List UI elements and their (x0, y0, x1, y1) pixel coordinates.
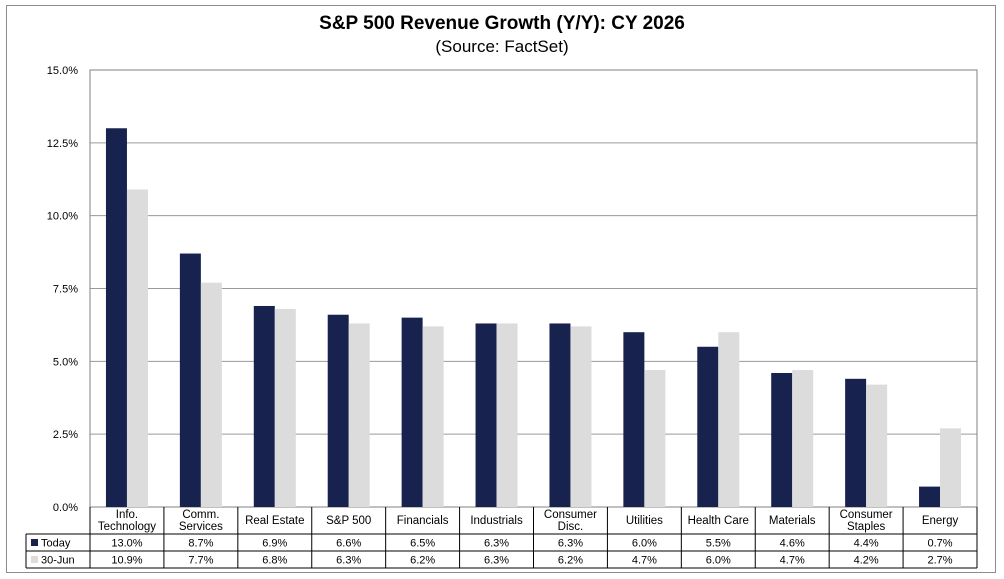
category-label: Consumer (840, 509, 893, 521)
data-label: 8.7% (188, 538, 213, 550)
bar-today (327, 314, 349, 507)
data-label: 6.2% (558, 555, 583, 567)
category-label: Real Estate (245, 515, 304, 527)
legend-swatch (31, 556, 38, 563)
data-label: 4.4% (854, 538, 879, 550)
data-label: 4.6% (780, 538, 805, 550)
bar-today (697, 346, 719, 507)
bar-30-jun (570, 326, 592, 507)
chart-subtitle: (Source: FactSet) (435, 37, 569, 56)
bar-today (475, 323, 497, 507)
data-label: 6.2% (410, 555, 435, 567)
bar-today (105, 128, 127, 507)
category-label: Health Care (688, 515, 749, 527)
category-label: Consumer (544, 509, 597, 521)
bar-today (845, 378, 867, 507)
data-label: 4.7% (780, 555, 805, 567)
category-label: Comm. (182, 509, 219, 521)
data-label: 6.9% (262, 538, 287, 550)
category-label: Staples (847, 521, 886, 533)
bar-30-jun (200, 282, 222, 507)
legend-swatch (31, 539, 38, 546)
chart-frame (6, 5, 996, 573)
data-label: 6.6% (336, 538, 361, 550)
category-label: Services (179, 521, 223, 533)
y-tick-label: 12.5% (47, 138, 78, 150)
category-label: Materials (769, 515, 816, 527)
bar-30-jun (496, 323, 518, 507)
bar-today (179, 253, 201, 507)
data-label: 6.3% (336, 555, 361, 567)
bar-30-jun (348, 323, 370, 507)
bar-today (549, 323, 571, 507)
y-tick-label: 7.5% (53, 284, 78, 296)
category-label: Technology (98, 521, 156, 533)
bar-today (401, 317, 423, 507)
y-tick-label: 15.0% (47, 65, 78, 77)
bar-today (623, 332, 645, 507)
data-label: 6.3% (484, 555, 509, 567)
data-label: 6.5% (410, 538, 435, 550)
data-label: 6.3% (558, 538, 583, 550)
category-label: S&P 500 (326, 515, 371, 527)
bar-30-jun (866, 384, 888, 507)
bar-30-jun (940, 428, 962, 507)
data-label: 4.2% (854, 555, 879, 567)
data-label: 13.0% (111, 538, 142, 550)
bar-30-jun (644, 370, 666, 507)
legend-label: Today (41, 538, 71, 550)
bar-30-jun (718, 332, 740, 507)
data-label: 6.0% (706, 555, 731, 567)
bar-today (919, 486, 941, 507)
data-label: 10.9% (111, 555, 142, 567)
data-label: 4.7% (632, 555, 657, 567)
category-label: Energy (922, 515, 959, 527)
data-label: 5.5% (706, 538, 731, 550)
data-label: 2.7% (928, 555, 953, 567)
category-label: Utilities (626, 515, 663, 527)
bar-today (253, 305, 275, 507)
data-label: 7.7% (188, 555, 213, 567)
legend-label: 30-Jun (41, 555, 75, 567)
category-label: Industrials (470, 515, 523, 527)
data-label: 6.3% (484, 538, 509, 550)
data-label: 6.0% (632, 538, 657, 550)
category-label: Financials (397, 515, 449, 527)
y-tick-label: 10.0% (47, 211, 78, 223)
bar-today (771, 372, 793, 507)
data-label: 0.7% (928, 538, 953, 550)
category-label: Info. (116, 509, 138, 521)
y-tick-label: 5.0% (53, 356, 78, 368)
chart-title: S&P 500 Revenue Growth (Y/Y): CY 2026 (319, 13, 685, 34)
bar-30-jun (274, 308, 296, 507)
data-label: 6.8% (262, 555, 287, 567)
bar-30-jun (126, 189, 148, 508)
y-tick-label: 2.5% (53, 429, 78, 441)
y-tick-label: 0.0% (53, 502, 78, 514)
bar-30-jun (422, 326, 444, 507)
category-label: Disc. (558, 521, 584, 533)
bar-30-jun (792, 370, 814, 507)
